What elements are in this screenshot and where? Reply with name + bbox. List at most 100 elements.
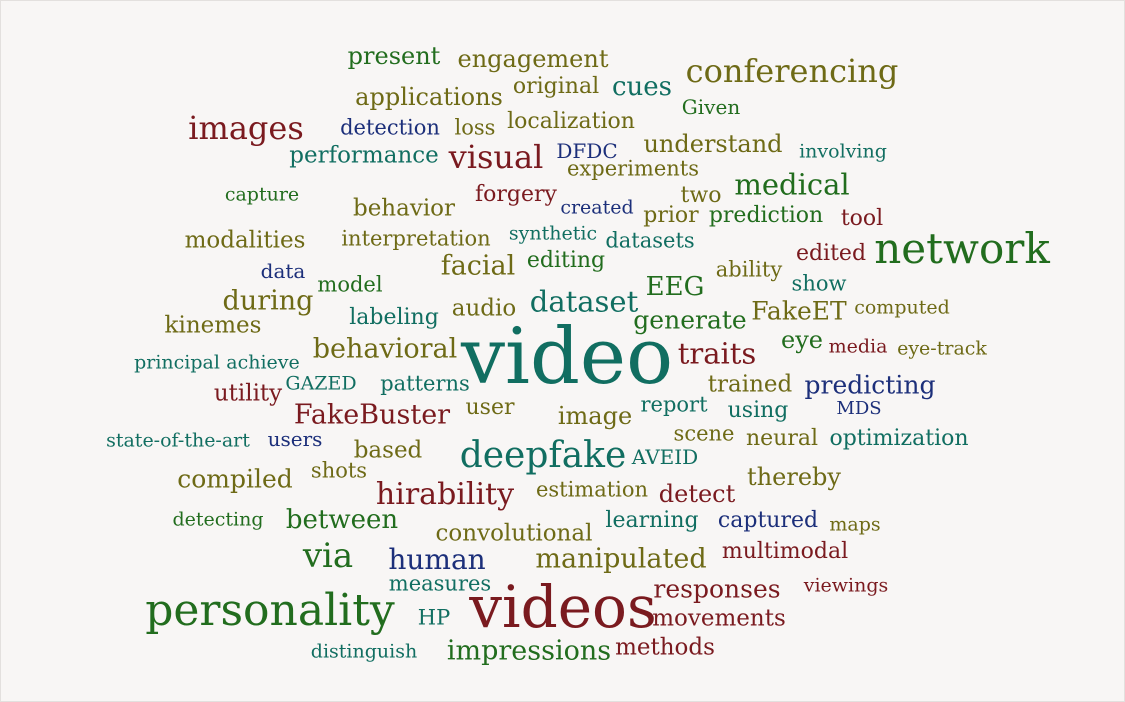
- word: behavioral: [312, 333, 458, 365]
- word: personality: [145, 585, 395, 636]
- word: responses: [653, 574, 781, 604]
- word: user: [465, 395, 515, 420]
- word: ability: [715, 257, 783, 282]
- word: conferencing: [685, 52, 899, 90]
- word: generate: [633, 305, 747, 335]
- word: behavior: [352, 195, 456, 222]
- word: eye-track: [897, 337, 987, 360]
- word: eye: [781, 326, 823, 354]
- word: viewings: [803, 574, 889, 597]
- word: datasets: [605, 228, 695, 253]
- word: human: [388, 543, 486, 576]
- word: compiled: [177, 464, 293, 494]
- word: maps: [829, 513, 881, 536]
- word: computed: [854, 296, 950, 319]
- word: MDS: [836, 398, 882, 419]
- word: deepfake: [459, 435, 627, 476]
- word: trained: [707, 371, 793, 398]
- word: using: [727, 398, 789, 423]
- word: multimodal: [721, 539, 849, 564]
- word: performance: [289, 142, 439, 169]
- word: estimation: [535, 477, 649, 502]
- word: original: [512, 74, 600, 99]
- word: DFDC: [556, 139, 618, 163]
- word: capture: [224, 183, 300, 206]
- word: methods: [615, 634, 715, 661]
- word: detection: [340, 115, 440, 140]
- word: visual: [448, 138, 544, 176]
- word: localization: [507, 109, 635, 134]
- word: predicting: [804, 370, 936, 400]
- word: show: [791, 271, 847, 296]
- word: present: [347, 42, 441, 70]
- word: neural: [745, 426, 819, 451]
- word: audio: [451, 295, 517, 322]
- word: model: [317, 272, 383, 297]
- word: impressions: [446, 635, 612, 667]
- word: EEG: [645, 272, 705, 302]
- word: thereby: [747, 463, 841, 491]
- word: labeling: [349, 305, 439, 330]
- word: movements: [652, 605, 786, 632]
- word: convolutional: [435, 520, 593, 547]
- word: learning: [605, 508, 699, 533]
- word: hirability: [375, 477, 515, 512]
- word: patterns: [380, 371, 470, 396]
- word: via: [302, 536, 354, 576]
- word: state-of-the-art: [106, 429, 250, 452]
- word: kinemes: [164, 312, 262, 339]
- word: network: [874, 224, 1050, 273]
- word: based: [353, 437, 423, 464]
- word: shots: [310, 458, 368, 483]
- word: report: [640, 392, 708, 417]
- word: traits: [677, 336, 757, 371]
- word: utility: [213, 380, 283, 407]
- word: cues: [611, 72, 673, 102]
- word: FakeET: [751, 296, 847, 326]
- word: applications: [355, 83, 503, 111]
- word: AVEID: [631, 445, 699, 469]
- word: prior: [643, 203, 699, 228]
- word: modalities: [184, 227, 306, 254]
- word: two: [680, 183, 722, 208]
- word: users: [267, 427, 323, 451]
- word: prediction: [708, 203, 824, 228]
- word: interpretation: [341, 226, 491, 251]
- word: dataset: [529, 284, 639, 319]
- word: image: [557, 402, 633, 430]
- word: images: [188, 109, 304, 147]
- word: HP: [417, 605, 451, 630]
- word: facial: [440, 250, 516, 282]
- word: captured: [717, 508, 819, 533]
- word: scene: [673, 421, 735, 446]
- word: distinguish: [310, 640, 418, 663]
- word: data: [260, 259, 306, 283]
- word: during: [222, 285, 314, 317]
- word: loss: [454, 115, 496, 140]
- word: medical: [734, 167, 850, 202]
- word: achieve: [226, 351, 300, 374]
- word: created: [560, 196, 634, 219]
- word: videos: [469, 573, 657, 641]
- word: detecting: [172, 508, 264, 531]
- word: optimization: [829, 426, 969, 451]
- word: GAZED: [285, 372, 357, 395]
- word: synthetic: [508, 222, 598, 245]
- word: experiments: [567, 156, 699, 181]
- word: FakeBuster: [293, 399, 451, 431]
- word: detect: [658, 480, 736, 508]
- word: Given: [681, 95, 741, 119]
- word: principal: [134, 351, 220, 374]
- word: editing: [526, 248, 606, 273]
- word: between: [285, 505, 399, 535]
- word: forgery: [475, 182, 557, 207]
- word: manipulated: [535, 543, 707, 575]
- word: media: [828, 335, 888, 358]
- word: tool: [840, 206, 884, 231]
- word: involving: [799, 140, 887, 163]
- word: engagement: [457, 45, 609, 73]
- word: edited: [795, 241, 867, 266]
- word: understand: [643, 130, 783, 158]
- word: video: [460, 312, 674, 402]
